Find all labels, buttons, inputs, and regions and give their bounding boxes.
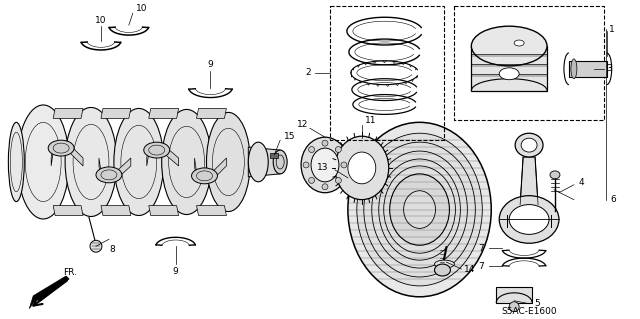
Ellipse shape <box>96 167 122 183</box>
Ellipse shape <box>550 171 560 179</box>
Polygon shape <box>196 108 227 118</box>
Bar <box>270 153 278 158</box>
Circle shape <box>335 177 341 183</box>
Ellipse shape <box>114 108 164 216</box>
Circle shape <box>308 146 315 152</box>
Polygon shape <box>212 158 227 180</box>
Text: 13: 13 <box>316 163 328 173</box>
Ellipse shape <box>65 108 117 217</box>
Text: 4: 4 <box>579 178 584 187</box>
Circle shape <box>303 162 309 168</box>
Bar <box>330 6 444 140</box>
Text: 3: 3 <box>607 64 612 73</box>
Ellipse shape <box>390 174 449 245</box>
Ellipse shape <box>357 133 483 286</box>
Polygon shape <box>520 157 538 204</box>
Text: 7: 7 <box>479 262 484 271</box>
Ellipse shape <box>471 26 547 66</box>
Polygon shape <box>196 205 227 216</box>
Ellipse shape <box>435 264 451 276</box>
Text: 10: 10 <box>136 4 147 13</box>
Polygon shape <box>148 205 179 216</box>
Ellipse shape <box>311 148 339 182</box>
Polygon shape <box>53 108 83 118</box>
Polygon shape <box>148 108 179 118</box>
Circle shape <box>322 140 328 146</box>
Text: 15: 15 <box>284 132 296 141</box>
Text: 6: 6 <box>611 195 616 204</box>
Ellipse shape <box>273 150 287 174</box>
Polygon shape <box>117 158 131 179</box>
Polygon shape <box>29 276 69 309</box>
Ellipse shape <box>515 133 543 157</box>
Ellipse shape <box>372 151 467 268</box>
Text: 9: 9 <box>207 60 213 69</box>
Ellipse shape <box>17 105 69 219</box>
Ellipse shape <box>348 152 376 184</box>
Circle shape <box>341 162 347 168</box>
Polygon shape <box>99 158 101 179</box>
Text: 9: 9 <box>173 266 179 276</box>
Text: 2: 2 <box>305 68 311 77</box>
Ellipse shape <box>521 138 537 152</box>
Polygon shape <box>51 144 53 166</box>
Ellipse shape <box>162 109 211 214</box>
Polygon shape <box>53 205 83 216</box>
Polygon shape <box>496 287 532 303</box>
Polygon shape <box>17 155 250 172</box>
Bar <box>471 46 547 91</box>
Bar <box>454 6 604 120</box>
Circle shape <box>509 302 519 312</box>
Ellipse shape <box>144 142 170 158</box>
Circle shape <box>322 184 328 190</box>
Ellipse shape <box>435 260 454 268</box>
Ellipse shape <box>364 142 476 277</box>
Circle shape <box>308 177 315 183</box>
Ellipse shape <box>499 196 559 243</box>
Ellipse shape <box>571 59 577 79</box>
Ellipse shape <box>301 137 349 193</box>
Ellipse shape <box>499 68 519 80</box>
Text: 14: 14 <box>465 264 476 273</box>
Ellipse shape <box>404 191 435 228</box>
Ellipse shape <box>379 159 460 260</box>
Text: 12: 12 <box>298 120 308 129</box>
Text: 1: 1 <box>609 25 614 33</box>
Polygon shape <box>164 146 179 166</box>
Ellipse shape <box>384 166 456 253</box>
Ellipse shape <box>335 136 388 200</box>
Ellipse shape <box>348 122 492 297</box>
Text: 5: 5 <box>534 299 540 308</box>
Text: 10: 10 <box>95 16 107 25</box>
Polygon shape <box>248 147 280 177</box>
Circle shape <box>90 240 102 252</box>
Text: S5AC-E1600: S5AC-E1600 <box>501 307 557 316</box>
Polygon shape <box>101 205 131 216</box>
Text: 11: 11 <box>365 116 376 125</box>
Polygon shape <box>101 108 131 118</box>
Ellipse shape <box>48 140 74 156</box>
Bar <box>569 61 607 77</box>
Polygon shape <box>195 158 196 180</box>
Ellipse shape <box>191 168 218 184</box>
Polygon shape <box>147 146 148 166</box>
Text: 8: 8 <box>109 245 115 254</box>
Ellipse shape <box>8 122 24 202</box>
Circle shape <box>335 146 341 152</box>
Ellipse shape <box>509 204 549 234</box>
Ellipse shape <box>248 142 268 182</box>
Ellipse shape <box>207 112 250 211</box>
Ellipse shape <box>514 40 524 46</box>
Text: FR.: FR. <box>63 268 77 277</box>
Text: 7: 7 <box>479 244 484 253</box>
Polygon shape <box>69 144 83 166</box>
